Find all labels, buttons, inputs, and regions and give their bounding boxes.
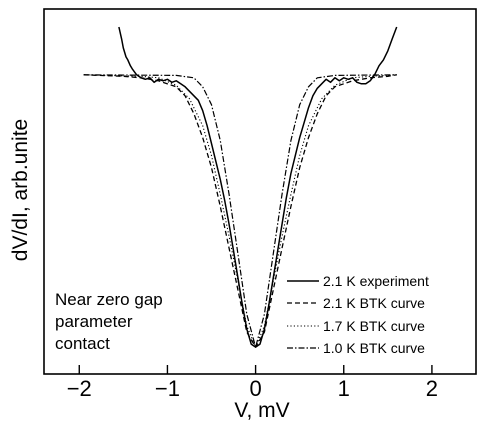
- plot-frame: [43, 8, 477, 375]
- series-line-3: [83, 74, 397, 348]
- curves-group: [83, 26, 398, 348]
- x-tick-label: −1: [155, 376, 180, 401]
- legend-label-btk-2-1: 2.1 K BTK curve: [323, 295, 425, 311]
- series-line-4: [83, 74, 397, 348]
- x-axis-title: V, mV: [234, 399, 289, 422]
- annotation-line-3: contact: [55, 334, 110, 353]
- legend-label-btk-1-7: 1.7 K BTK curve: [323, 318, 425, 334]
- x-tick-label: 0: [249, 376, 261, 401]
- x-tick-label: 2: [426, 376, 438, 401]
- annotation-line-2: parameter: [55, 312, 133, 331]
- legend: 2.1 K experiment 2.1 K BTK curve 1.7 K B…: [287, 273, 429, 356]
- annotation-line-1: Near zero gap: [55, 290, 163, 309]
- x-tick-label: −2: [67, 376, 92, 401]
- annotation: Near zero gap parameter contact: [55, 290, 163, 353]
- x-tick-label: 1: [338, 376, 350, 401]
- series-line-1: [118, 26, 398, 348]
- legend-label-btk-1-0: 1.0 K BTK curve: [323, 340, 425, 356]
- y-axis-title: dV/dI, arb.unite: [9, 119, 32, 261]
- legend-label-experiment: 2.1 K experiment: [323, 273, 429, 289]
- x-axis-ticks: −2 −1 0 1 2: [67, 365, 438, 401]
